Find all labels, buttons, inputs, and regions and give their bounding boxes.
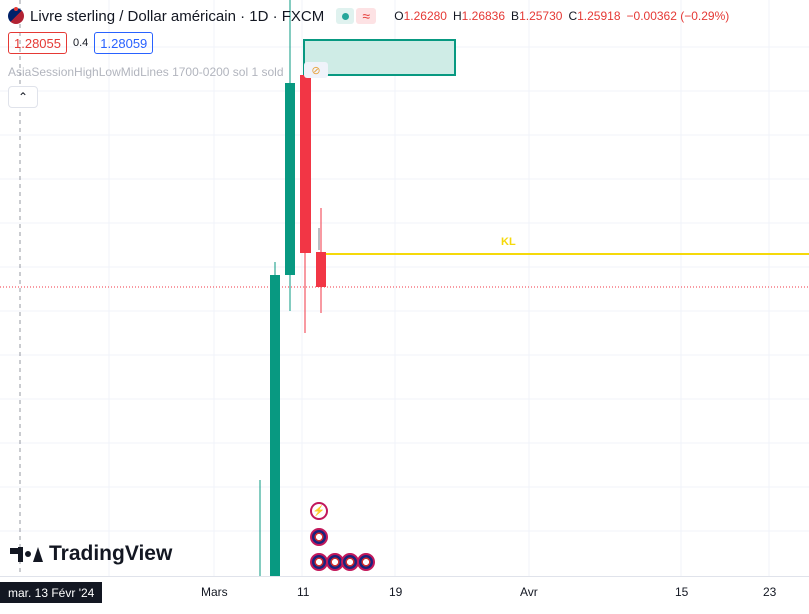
time-label: 23 <box>763 585 777 599</box>
collapse-legend-button[interactable]: ⌃ <box>8 86 38 108</box>
kl-label: KL <box>501 236 516 248</box>
chevron-up-icon: ⌃ <box>17 90 29 104</box>
us-flag-icon[interactable] <box>357 553 375 571</box>
grid-vertical <box>108 0 770 576</box>
ohlc-values: O1.26280 H1.26836 B1.25730 C1.25918 −0.0… <box>394 9 730 23</box>
data-delay-icon[interactable]: ≈ <box>356 8 377 24</box>
symbol-title[interactable]: Livre sterling / Dollar américain · 1D ·… <box>30 7 325 25</box>
tradingview-mark-icon <box>10 546 43 562</box>
candle <box>270 262 280 576</box>
grid-horizontal <box>0 46 809 532</box>
change-value: −0.00362 (−0.29%) <box>626 9 730 23</box>
symbol-header[interactable]: Livre sterling / Dollar américain · 1D ·… <box>8 6 729 26</box>
candle <box>300 75 311 333</box>
time-label: 15 <box>675 585 689 599</box>
buy-button[interactable]: 1.28059 <box>94 32 154 54</box>
time-label: 19 <box>389 585 403 599</box>
lightning-icon[interactable]: ⚡ <box>310 502 328 520</box>
time-label: Avr <box>520 585 538 599</box>
time-axis[interactable]: mar. 13 Févr '24 Mars 11 19 Avr 15 23 <box>0 576 809 614</box>
crosshair-date-label: mar. 13 Févr '24 <box>0 582 103 603</box>
indicator-legend[interactable]: AsiaSessionHighLowMidLines 1700-0200 sol… <box>8 65 284 79</box>
spread-value: 0.4 <box>73 37 89 49</box>
gbp-usd-flag-icon <box>8 7 24 24</box>
hidden-eye-icon[interactable]: ⊘ <box>304 62 328 78</box>
sell-button[interactable]: 1.28055 <box>8 32 67 54</box>
zone-rectangle[interactable] <box>303 39 456 76</box>
tradingview-logo[interactable]: TradingView <box>10 542 172 566</box>
time-label: Mars <box>201 585 228 599</box>
trade-panel: 1.28055 0.4 1.28059 <box>8 32 154 54</box>
market-open-icon[interactable] <box>336 8 355 24</box>
candle <box>316 208 326 313</box>
time-label: 11 <box>297 585 310 599</box>
candle <box>285 0 295 311</box>
uk-flag-icon[interactable] <box>310 528 328 546</box>
logo-text: TradingView <box>49 542 173 565</box>
market-status[interactable]: ≈ <box>336 8 377 24</box>
